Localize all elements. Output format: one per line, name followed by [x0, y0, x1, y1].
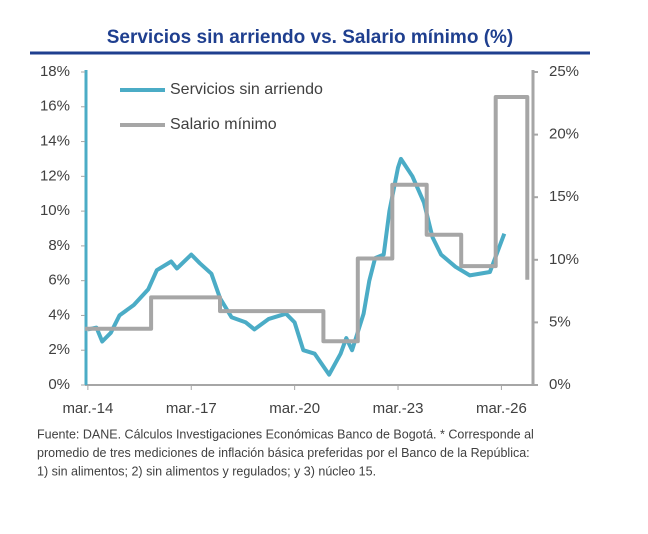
legend-label: Servicios sin arriendo	[170, 81, 323, 98]
y2-tick-label: 15%	[549, 188, 579, 205]
y-tick-label: 14%	[40, 133, 70, 150]
x-tick-label: mar.-26	[476, 400, 527, 417]
y2-tick-label: 5%	[549, 313, 571, 330]
y-tick-label: 12%	[40, 167, 70, 184]
y-tick-label: 4%	[48, 306, 70, 323]
y-tick-label: 0%	[48, 376, 70, 393]
y2-tick-label: 25%	[549, 63, 579, 80]
y-tick-label: 10%	[40, 202, 70, 219]
y-tick-label: 2%	[48, 341, 70, 358]
x-tick-label: mar.-14	[62, 400, 113, 417]
x-tick-label: mar.-17	[166, 400, 217, 417]
x-tick-label: mar.-20	[269, 400, 320, 417]
y-tick-label: 8%	[48, 237, 70, 254]
y2-tick-label: 0%	[549, 376, 571, 393]
source-note: promedio de tres mediciones de inflación…	[37, 446, 530, 460]
series-line	[85, 95, 530, 344]
legend-label: Salario mínimo	[170, 116, 277, 133]
y-tick-label: 6%	[48, 272, 70, 289]
source-note: 1) sin alimentos; 2) sin alimentos y reg…	[37, 464, 376, 478]
series-line	[87, 156, 507, 377]
x-tick-label: mar.-23	[373, 400, 424, 417]
y2-tick-label: 20%	[549, 126, 579, 143]
source-note: Fuente: DANE. Cálculos Investigaciones E…	[37, 427, 534, 441]
y2-tick-label: 10%	[549, 251, 579, 268]
y-tick-label: 16%	[40, 98, 70, 115]
chart-title: Servicios sin arriendo vs. Salario mínim…	[107, 27, 514, 48]
y-tick-label: 18%	[40, 63, 70, 80]
